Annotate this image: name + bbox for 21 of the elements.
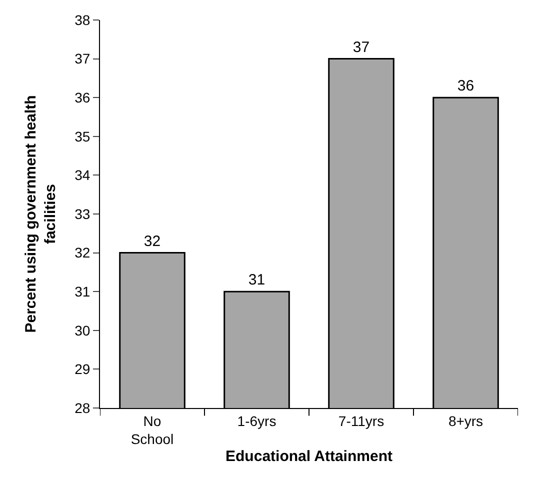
y-tick-label: 36 (74, 90, 90, 106)
x-tick-label: No School (130, 412, 174, 447)
x-tick-label: 8+yrs (448, 412, 484, 429)
x-axis-title: Educational Attainment (226, 448, 392, 465)
y-tick-label: 29 (74, 361, 90, 378)
data-label: 31 (248, 272, 266, 289)
x-tick-label: 1-6yrs (237, 412, 276, 429)
y-tick-label: 32 (74, 244, 90, 261)
y-tick-label: 33 (74, 206, 90, 222)
y-axis-title: Percent using government health facilities (22, 95, 59, 333)
y-tick-label: 31 (74, 284, 90, 300)
data-label: 37 (352, 38, 370, 56)
y-tick-label: 30 (74, 322, 90, 338)
y-tick-label: 28 (74, 400, 90, 416)
data-label: 36 (457, 78, 474, 95)
y-tick-label: 35 (74, 128, 90, 144)
data-label: 32 (144, 232, 161, 250)
y-tick-label: 38 (74, 12, 90, 28)
y-tick-label: 37 (74, 50, 90, 67)
y-tick-label: 34 (74, 167, 90, 184)
x-tick-label: 7-11yrs (338, 412, 384, 429)
